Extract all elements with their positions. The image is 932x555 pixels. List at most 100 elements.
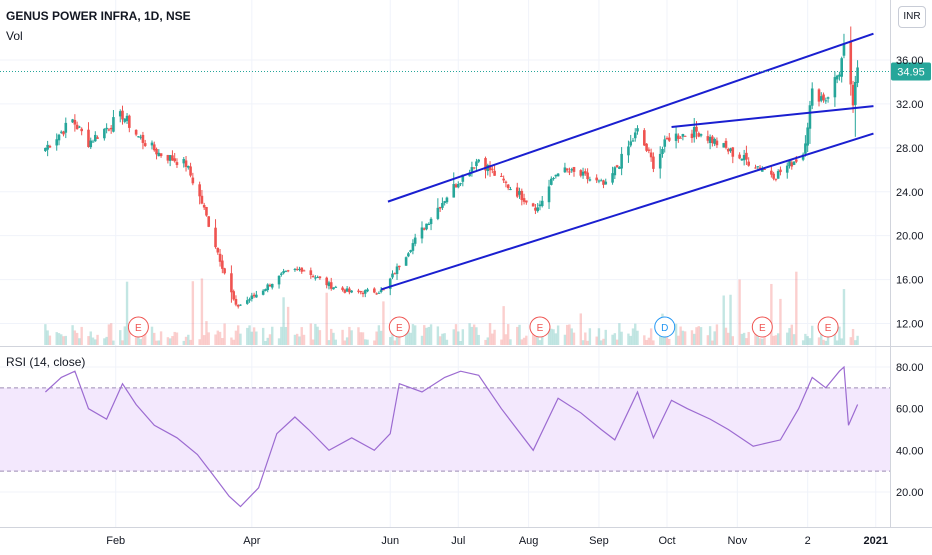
candle-body[interactable] [840, 58, 844, 77]
candle-body[interactable] [121, 110, 124, 120]
candle-body[interactable] [316, 277, 319, 279]
candle-body[interactable] [531, 203, 535, 207]
candle-body[interactable] [570, 169, 574, 171]
candle-body[interactable] [268, 284, 272, 287]
candle-body[interactable] [44, 147, 47, 152]
candle-body[interactable] [189, 166, 192, 176]
candle-body[interactable] [674, 133, 678, 141]
candle-body[interactable] [627, 146, 630, 156]
candle-body[interactable] [738, 154, 741, 159]
candle-body[interactable] [91, 141, 95, 143]
candle-body[interactable] [407, 253, 410, 257]
candle-body[interactable] [71, 119, 74, 123]
candle-body[interactable] [363, 290, 367, 294]
candle-body[interactable] [692, 127, 696, 138]
candle-body[interactable] [239, 304, 242, 306]
candle-body[interactable] [395, 266, 399, 275]
candle-body[interactable] [375, 293, 378, 295]
event-marker[interactable] [817, 316, 839, 338]
candle-body[interactable] [377, 292, 381, 294]
candle-body[interactable] [427, 223, 431, 225]
candle-body[interactable] [438, 207, 442, 209]
candle-body[interactable] [711, 136, 714, 144]
candle-body[interactable] [713, 138, 716, 144]
candle-body[interactable] [804, 143, 807, 154]
candle-body[interactable] [187, 165, 190, 168]
candle-body[interactable] [286, 270, 290, 272]
candle-body[interactable] [835, 75, 839, 80]
candle-body[interactable] [280, 273, 283, 275]
candle-body[interactable] [420, 227, 424, 239]
candle-body[interactable] [477, 159, 481, 162]
candle-body[interactable] [141, 134, 145, 143]
event-marker[interactable] [654, 316, 676, 338]
candle-body[interactable] [772, 173, 775, 179]
candle-body[interactable] [856, 67, 859, 83]
candle-body[interactable] [842, 43, 846, 56]
candle-body[interactable] [59, 131, 63, 133]
candle-body[interactable] [520, 190, 524, 200]
candle-body[interactable] [191, 177, 195, 184]
candle-body[interactable] [695, 126, 698, 132]
candle-body[interactable] [838, 74, 841, 77]
candle-body[interactable] [556, 173, 560, 177]
candle-body[interactable] [302, 270, 306, 272]
candle-body[interactable] [78, 126, 81, 128]
candle-body[interactable] [216, 247, 220, 253]
candle-body[interactable] [572, 167, 576, 172]
candle-body[interactable] [143, 143, 147, 146]
candle-body[interactable] [808, 105, 812, 129]
candle-body[interactable] [760, 169, 764, 172]
candle-body[interactable] [207, 216, 211, 227]
candle-body[interactable] [661, 148, 664, 154]
candle-body[interactable] [665, 137, 669, 140]
candle-body[interactable] [488, 165, 492, 171]
candle-body[interactable] [770, 170, 773, 175]
candle-body[interactable] [252, 294, 256, 297]
candle-body[interactable] [409, 250, 412, 252]
candle-body[interactable] [309, 270, 313, 275]
candle-body[interactable] [824, 100, 828, 102]
candle-body[interactable] [785, 165, 789, 173]
candle-body[interactable] [300, 267, 304, 272]
candle-body[interactable] [645, 143, 648, 151]
candle-body[interactable] [491, 168, 494, 170]
candle-body[interactable] [615, 165, 619, 168]
candle-body[interactable] [205, 207, 208, 216]
candle-body[interactable] [801, 154, 805, 160]
candle-body[interactable] [298, 268, 301, 270]
candle-body[interactable] [341, 287, 344, 291]
candle-body[interactable] [57, 134, 61, 141]
candle-body[interactable] [382, 289, 385, 291]
candle-body[interactable] [264, 289, 267, 292]
candle-body[interactable] [128, 115, 131, 128]
candle-body[interactable] [819, 96, 823, 101]
candle-body[interactable] [742, 155, 746, 161]
candle-body[interactable] [295, 268, 299, 270]
candle-body[interactable] [234, 298, 238, 305]
candle-body[interactable] [493, 170, 496, 176]
candle-body[interactable] [348, 288, 351, 293]
candle-body[interactable] [325, 277, 328, 286]
candle-body[interactable] [697, 133, 701, 137]
candle-body[interactable] [152, 144, 156, 151]
candle-body[interactable] [366, 289, 369, 292]
candle-body[interactable] [461, 174, 465, 182]
candle-body[interactable] [724, 140, 728, 148]
candle-body[interactable] [443, 201, 446, 203]
event-marker[interactable] [388, 316, 410, 338]
candle-body[interactable] [538, 204, 542, 207]
candle-body[interactable] [599, 180, 603, 182]
candle-body[interactable] [756, 166, 760, 168]
candle-body[interactable] [506, 184, 510, 189]
candle-body[interactable] [699, 134, 703, 136]
candle-body[interactable] [329, 282, 333, 289]
candle-body[interactable] [525, 200, 528, 203]
candle-body[interactable] [663, 139, 667, 147]
candle-body[interactable] [166, 155, 170, 161]
candle-body[interactable] [112, 117, 115, 132]
candle-body[interactable] [652, 156, 655, 169]
candle-body[interactable] [647, 149, 651, 151]
candle-body[interactable] [822, 94, 825, 101]
